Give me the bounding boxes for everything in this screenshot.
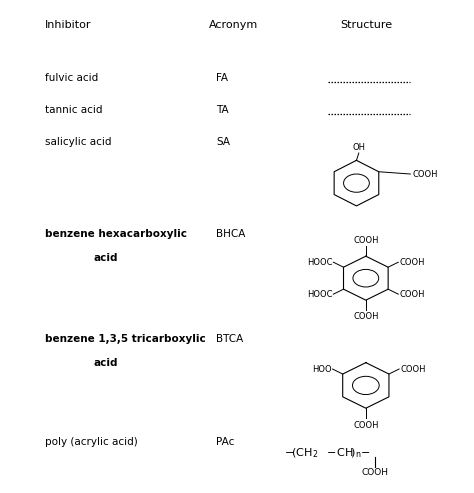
Text: OH: OH <box>352 143 365 152</box>
Text: COOH: COOH <box>399 258 425 267</box>
Text: acid: acid <box>93 253 118 263</box>
Text: benzene 1,3,5 tricarboxylic: benzene 1,3,5 tricarboxylic <box>45 334 206 344</box>
Text: COOH: COOH <box>399 290 425 299</box>
Text: poly (acrylic acid): poly (acrylic acid) <box>45 437 137 447</box>
Text: TA: TA <box>216 105 228 115</box>
Text: SA: SA <box>216 137 230 147</box>
Text: BHCA: BHCA <box>216 229 246 240</box>
Text: COOH: COOH <box>353 312 379 320</box>
Text: HOOC: HOOC <box>307 290 332 299</box>
Text: HOO: HOO <box>312 364 332 374</box>
Text: COOH: COOH <box>362 468 389 477</box>
Text: Inhibitor: Inhibitor <box>45 20 91 30</box>
Text: COOH: COOH <box>353 421 379 429</box>
Text: benzene hexacarboxylic: benzene hexacarboxylic <box>45 229 187 240</box>
Text: HOOC: HOOC <box>307 258 332 267</box>
Text: salicylic acid: salicylic acid <box>45 137 111 147</box>
Text: Structure: Structure <box>340 20 392 30</box>
Text: PAc: PAc <box>216 437 234 447</box>
Text: COOH: COOH <box>413 170 438 178</box>
Text: $\mathsf{-\!(CH_2\ \ -\!CH\!)_n\!-}$: $\mathsf{-\!(CH_2\ \ -\!CH\!)_n\!-}$ <box>284 446 371 460</box>
Text: COOH: COOH <box>400 364 426 374</box>
Text: COOH: COOH <box>353 236 379 245</box>
Text: Acronym: Acronym <box>209 20 258 30</box>
Text: FA: FA <box>216 73 228 83</box>
Text: BTCA: BTCA <box>216 334 243 344</box>
Text: tannic acid: tannic acid <box>45 105 102 115</box>
Text: acid: acid <box>93 357 118 368</box>
Text: fulvic acid: fulvic acid <box>45 73 98 83</box>
